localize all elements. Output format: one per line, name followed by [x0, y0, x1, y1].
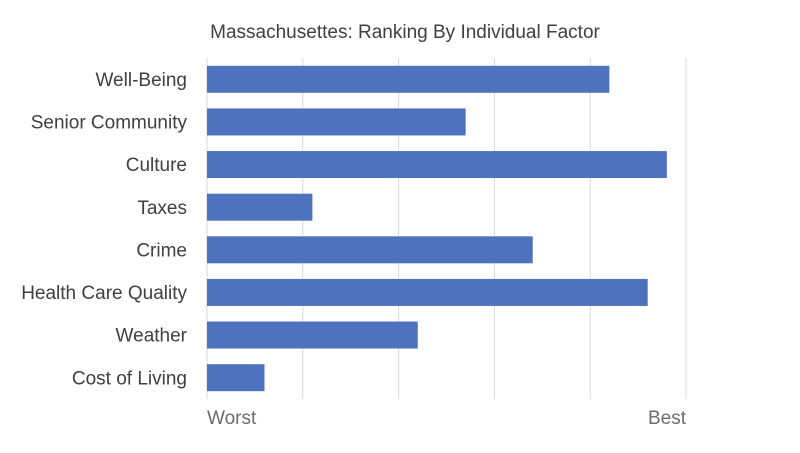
category-label-crime: Crime	[136, 240, 187, 261]
category-label-cost-of-living: Cost of Living	[72, 368, 187, 389]
category-label-health-care-quality: Health Care Quality	[21, 283, 187, 304]
x-tick-label-worst: Worst	[207, 408, 257, 429]
x-tick-label-best: Best	[648, 408, 687, 429]
bar-health-care-quality	[207, 278, 648, 306]
category-label-well-being: Well-Being	[95, 70, 187, 91]
bar-senior-community	[207, 108, 466, 136]
bar-taxes	[207, 193, 313, 221]
category-label-taxes: Taxes	[137, 198, 187, 219]
bar-weather	[207, 321, 418, 349]
bar-crime	[207, 236, 533, 264]
bars	[207, 65, 667, 392]
category-labels: Well-Being Senior Community Culture Taxes Cr…	[21, 70, 187, 389]
chart-title: Massachusettes: Ranking By Individual Fa…	[210, 22, 600, 43]
bar-culture	[207, 151, 667, 179]
bar-well-being	[207, 65, 610, 93]
x-axis-labels: Worst Best	[207, 408, 687, 429]
category-label-weather: Weather	[116, 326, 188, 347]
category-label-senior-community: Senior Community	[31, 113, 188, 134]
category-label-culture: Culture	[126, 155, 187, 176]
bar-cost-of-living	[207, 364, 265, 392]
